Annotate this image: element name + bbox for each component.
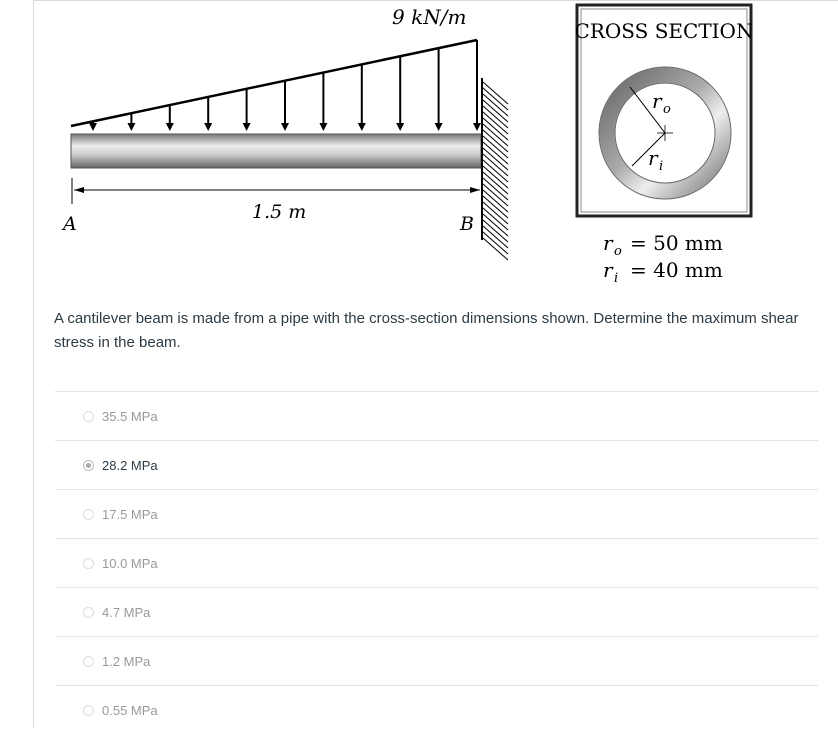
hatch-line bbox=[482, 201, 509, 225]
arrow-head bbox=[89, 123, 97, 131]
pipe-ring bbox=[599, 67, 731, 199]
arrow-head bbox=[396, 123, 405, 131]
point-b-label: B bbox=[459, 213, 474, 235]
distributed-load-arrows bbox=[89, 40, 481, 131]
answer-options: 35.5 MPa 28.2 MPa 17.5 MPa 10.0 MPa 4.7 … bbox=[55, 391, 818, 734]
point-a-label: A bbox=[61, 213, 77, 235]
radio-button[interactable] bbox=[83, 508, 94, 520]
radio-button[interactable] bbox=[83, 459, 94, 471]
hatch-line bbox=[482, 147, 509, 171]
hatch-line bbox=[482, 231, 509, 255]
arrow-head bbox=[319, 123, 328, 131]
cantilever-figure: 9 kN/m 1.5 m A B CROSS SECTION r o r i r… bbox=[61, 3, 754, 286]
arrow-head bbox=[165, 123, 174, 131]
option[interactable]: 4.7 MPa bbox=[55, 587, 818, 636]
ro-symbol: r bbox=[652, 89, 663, 113]
radio-button[interactable] bbox=[83, 606, 94, 618]
arrow-head bbox=[473, 123, 481, 131]
svg-text:= 50 mm: = 50 mm bbox=[630, 231, 723, 255]
option-label: 1.2 MPa bbox=[102, 653, 151, 669]
option-selected[interactable]: 28.2 MPa bbox=[55, 440, 818, 489]
svg-text:o: o bbox=[614, 244, 622, 259]
hatch-line bbox=[482, 93, 509, 117]
hatch-line bbox=[482, 159, 509, 183]
hatch-line bbox=[482, 129, 509, 153]
svg-text:o: o bbox=[663, 102, 671, 117]
option[interactable]: 17.5 MPa bbox=[55, 489, 818, 538]
hatch-line bbox=[482, 213, 509, 237]
hatch-line bbox=[482, 99, 509, 123]
hatch-line bbox=[482, 183, 509, 207]
option-label: 28.2 MPa bbox=[102, 457, 158, 473]
hatch-line bbox=[482, 135, 509, 159]
radio-button[interactable] bbox=[83, 704, 94, 716]
hatch-line bbox=[482, 171, 509, 195]
arrow-head bbox=[434, 123, 443, 131]
load-label: 9 kN/m bbox=[392, 5, 466, 29]
hatch-line bbox=[482, 105, 509, 129]
question-card bbox=[33, 0, 838, 728]
hatch-line bbox=[482, 123, 509, 147]
radio-button[interactable] bbox=[83, 557, 94, 569]
arrow-head bbox=[357, 123, 366, 131]
option-label: 17.5 MPa bbox=[102, 506, 158, 522]
hatch-line bbox=[482, 81, 509, 105]
option[interactable]: 35.5 MPa bbox=[55, 391, 818, 440]
question-text: A cantilever beam is made from a pipe wi… bbox=[54, 310, 799, 351]
option-label: 0.55 MPa bbox=[102, 702, 158, 718]
hatch-line bbox=[482, 117, 509, 141]
radio-button[interactable] bbox=[83, 410, 94, 422]
option[interactable]: 1.2 MPa bbox=[55, 636, 818, 685]
arrow-head bbox=[127, 123, 136, 131]
hatch-line bbox=[482, 177, 509, 201]
option[interactable]: 0.55 MPa bbox=[55, 685, 818, 734]
ri-symbol: r bbox=[648, 146, 659, 170]
hatch-line bbox=[482, 141, 509, 165]
hatch-line bbox=[482, 189, 509, 213]
hatch-line bbox=[482, 237, 509, 261]
option[interactable]: 10.0 MPa bbox=[55, 538, 818, 587]
hatch-line bbox=[482, 225, 509, 249]
svg-text:i: i bbox=[614, 271, 618, 286]
hatch-line bbox=[482, 207, 509, 231]
ri-equation: r bbox=[603, 258, 614, 282]
hatch-line bbox=[482, 165, 509, 189]
hatch-line bbox=[482, 195, 509, 219]
hatch-line bbox=[482, 153, 509, 177]
wall-hatch bbox=[482, 81, 509, 261]
svg-text:= 40 mm: = 40 mm bbox=[630, 258, 723, 282]
hatch-line bbox=[482, 219, 509, 243]
cross-section-title: CROSS SECTION bbox=[575, 19, 754, 43]
beam bbox=[70, 133, 482, 169]
hatch-line bbox=[482, 111, 509, 135]
arrow-head bbox=[281, 123, 289, 131]
length-label: 1.5 m bbox=[252, 201, 306, 223]
option-label: 35.5 MPa bbox=[102, 408, 158, 424]
hatch-line bbox=[482, 87, 509, 111]
ro-equation: r bbox=[603, 231, 614, 255]
arrow-head bbox=[242, 123, 251, 131]
load-line bbox=[70, 38, 478, 128]
option-label: 4.7 MPa bbox=[102, 604, 151, 620]
option-label: 10.0 MPa bbox=[102, 555, 158, 571]
radio-button[interactable] bbox=[83, 655, 94, 667]
arrow-head bbox=[204, 123, 213, 131]
svg-text:i: i bbox=[659, 159, 663, 174]
